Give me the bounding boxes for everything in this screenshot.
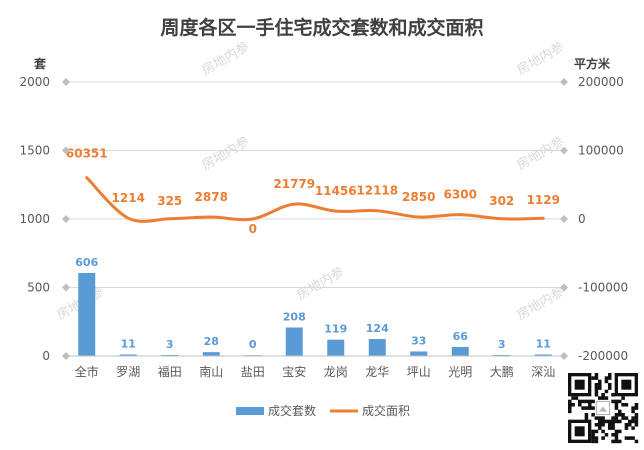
right-tick-label: -200000 <box>578 349 628 363</box>
line-value-label: 1214 <box>112 191 145 205</box>
bar-value-label: 124 <box>366 322 389 335</box>
bar <box>368 339 386 356</box>
left-tick-marker <box>62 146 70 155</box>
bar <box>119 354 137 356</box>
category-label: 大鹏 <box>490 365 514 379</box>
category-label: 龙岗 <box>324 365 348 379</box>
right-tick-marker <box>560 146 568 155</box>
line-value-label: 325 <box>157 194 182 208</box>
category-label: 福田 <box>158 364 182 379</box>
right-tick-marker <box>560 78 568 86</box>
bar <box>451 346 469 356</box>
line-value-label: 2850 <box>402 190 435 204</box>
right-tick-marker <box>560 283 568 292</box>
left-tick-marker <box>62 283 70 292</box>
watermark-text: 房地内参 <box>514 284 567 324</box>
line-value-label: 6300 <box>444 188 477 202</box>
chart-title: 周度各区一手住宅成交套数和成交面积 <box>160 16 483 39</box>
bar-value-label: 11 <box>121 337 136 350</box>
line-value-label: 0 <box>249 222 257 236</box>
left-tick-label: 500 <box>27 281 50 295</box>
category-label: 深汕 <box>531 365 555 379</box>
line-value-label: 2878 <box>195 190 228 204</box>
bar-value-label: 33 <box>411 334 426 347</box>
bar-value-label: 66 <box>453 330 469 343</box>
right-axis-unit: 平方米 <box>574 56 611 71</box>
category-label: 龙华 <box>365 365 389 379</box>
right-tick-label: 200000 <box>578 75 624 89</box>
bar <box>327 339 345 356</box>
bar <box>410 351 428 356</box>
bar <box>534 354 552 356</box>
category-label: 罗湖 <box>116 364 140 379</box>
category-label: 盐田 <box>241 365 265 379</box>
bar-value-label: 606 <box>75 256 98 269</box>
category-label: 全市 <box>75 364 99 379</box>
watermark-text: 房地内参 <box>199 39 252 79</box>
watermark-text: 房地内参 <box>199 134 252 174</box>
watermark-text: 房地内参 <box>514 39 567 79</box>
area-series-line <box>85 176 545 223</box>
category-label: 宝安 <box>282 364 306 379</box>
left-tick-label: 2000 <box>19 75 50 89</box>
right-tick-marker <box>560 215 568 223</box>
left-tick-label: 0 <box>42 349 50 363</box>
legend-bar-label: 成交套数 <box>268 403 316 418</box>
right-tick-label: 100000 <box>578 144 624 158</box>
bar-value-label: 3 <box>166 338 174 351</box>
bar-value-label: 119 <box>324 323 347 336</box>
line-value-label: 21779 <box>273 177 315 191</box>
bar-value-label: 3 <box>498 338 506 351</box>
left-tick-marker <box>62 78 70 86</box>
line-value-label: 1129 <box>527 193 560 207</box>
left-axis-unit: 套 <box>33 56 47 71</box>
category-label: 坪山 <box>407 365 431 379</box>
bar-value-label: 208 <box>283 311 306 324</box>
category-label: 光明 <box>448 365 472 379</box>
right-tick-label: -100000 <box>578 281 628 295</box>
category-label: 南山 <box>199 364 223 379</box>
left-tick-label: 1000 <box>19 212 50 226</box>
bar-value-label: 28 <box>204 335 219 348</box>
left-tick-marker <box>62 215 70 223</box>
line-value-label: 302 <box>489 194 514 208</box>
bar <box>78 272 96 356</box>
line-value-label: 60351 <box>66 147 108 161</box>
bar <box>202 352 220 356</box>
line-value-label: 11456 <box>315 184 357 198</box>
line-value-label: 12118 <box>356 184 398 198</box>
bar-value-label: 11 <box>536 337 551 350</box>
right-tick-label: 0 <box>578 212 586 226</box>
qr-code <box>568 373 639 444</box>
legend-bar-swatch <box>236 407 264 415</box>
watermark-text: 房地内参 <box>294 264 347 304</box>
left-tick-label: 1500 <box>19 144 50 158</box>
bar-value-label: 0 <box>249 338 257 351</box>
legend-line-label: 成交面积 <box>362 403 410 418</box>
bar <box>285 327 303 356</box>
watermark-text: 房地内参 <box>514 134 567 174</box>
